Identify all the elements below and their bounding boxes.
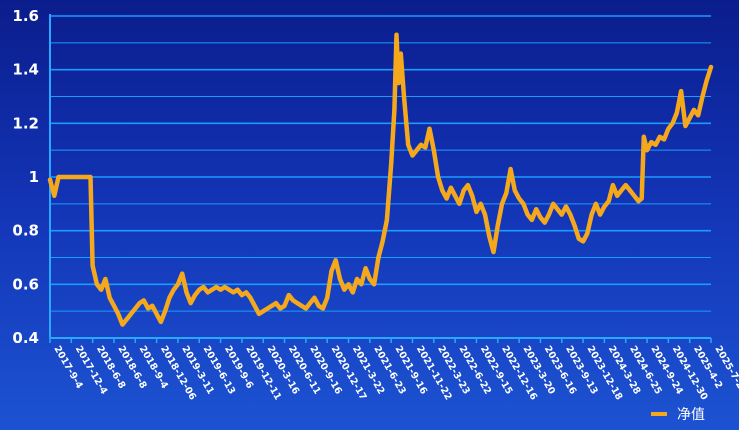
y-tick-labels: 0.4 0.6 0.8 1 1.2 1.4 1.6 (12, 7, 39, 347)
y-tick-label: 1.2 (12, 114, 39, 132)
y-tick-label: 0.4 (12, 329, 39, 347)
legend: 净值 (651, 407, 705, 423)
series-lines (47, 32, 714, 327)
x-tick-labels: 2017-9-42017-12-42018-6-82018-6-82018-9-… (51, 344, 739, 402)
y-tick-label: 0.8 (12, 222, 39, 240)
grid (50, 15, 711, 339)
y-tick-label: 1.6 (12, 7, 39, 25)
axes (49, 14, 712, 343)
y-tick-label: 1.4 (12, 61, 39, 79)
series-line-net-value (47, 32, 714, 327)
y-tick-label: 1 (29, 168, 39, 186)
y-tick-label: 0.6 (12, 275, 39, 293)
legend-label-net-value: 净值 (677, 407, 705, 423)
